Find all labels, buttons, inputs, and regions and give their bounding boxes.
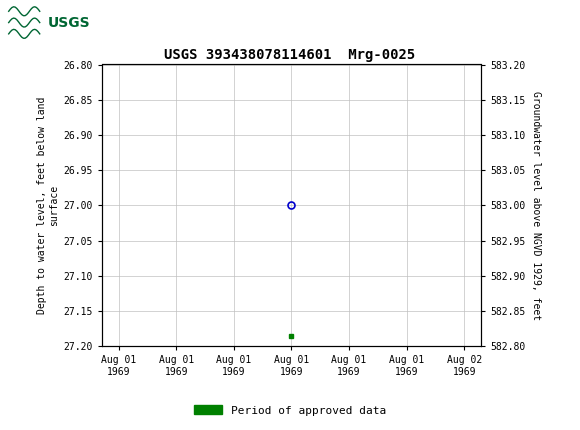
Text: USGS: USGS [48, 15, 90, 30]
Text: USGS 393438078114601  Mrg-0025: USGS 393438078114601 Mrg-0025 [164, 48, 416, 62]
Legend: Period of approved data: Period of approved data [190, 401, 390, 420]
Y-axis label: Groundwater level above NGVD 1929, feet: Groundwater level above NGVD 1929, feet [531, 91, 541, 320]
FancyBboxPatch shape [6, 3, 81, 42]
Y-axis label: Depth to water level, feet below land
surface: Depth to water level, feet below land su… [37, 97, 59, 314]
